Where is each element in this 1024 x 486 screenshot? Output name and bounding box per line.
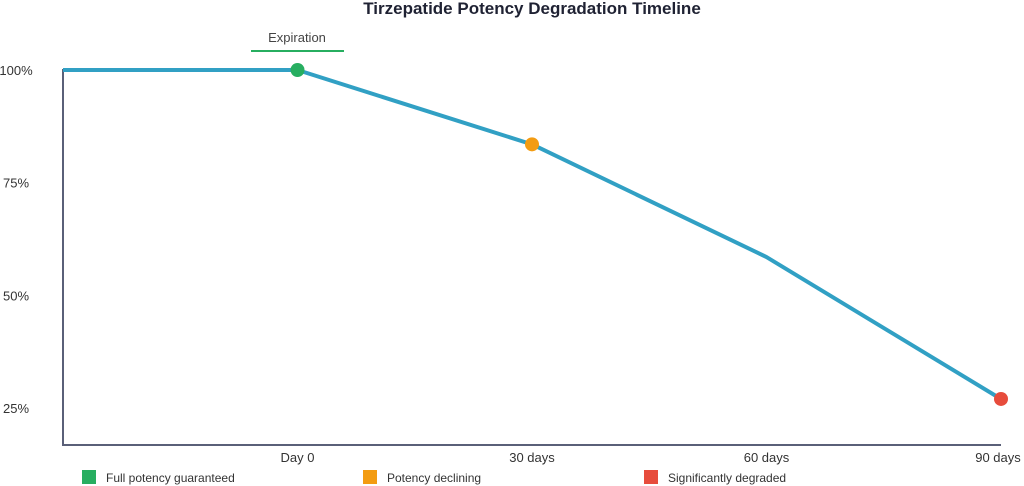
y-tick-label: 50% [3,288,29,303]
x-tick-label: 90 days [975,450,1021,465]
legend-label: Full potency guaranteed [106,471,235,485]
y-tick-label: 75% [3,176,29,191]
data-point-marker [525,137,539,152]
data-point-marker [290,63,305,77]
markers-group [290,63,1008,406]
legend: Full potency guaranteed Potency declining… [82,470,786,485]
x-tick-label: Day 0 [281,450,315,465]
legend-swatch [82,470,96,484]
legend-label: Significantly degraded [668,471,786,485]
data-point-marker [994,391,1008,406]
y-tick-label: 100% [0,63,33,78]
legend-swatch [644,470,658,484]
legend-swatch [363,470,377,484]
x-tick-label: 30 days [509,450,555,465]
x-ticks: Day 0 30 days 60 days 90 days [281,450,1022,465]
series-group [63,68,1003,401]
expiration-annotation: Expiration [251,30,344,52]
expiration-label: Expiration [268,30,326,45]
x-tick-label: 60 days [744,450,790,465]
y-tick-label: 25% [3,401,29,416]
legend-label: Potency declining [387,471,481,485]
y-ticks: 100% 75% 50% 25% [0,63,33,416]
chart-title: Tirzepatide Potency Degradation Timeline [363,0,701,18]
potency-line [63,68,1003,401]
